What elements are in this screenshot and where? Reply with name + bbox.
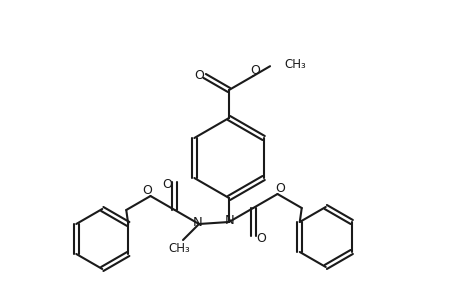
Text: O: O xyxy=(256,232,266,245)
Text: CH₃: CH₃ xyxy=(168,242,190,256)
Text: O: O xyxy=(142,184,153,197)
Text: O: O xyxy=(276,181,285,194)
Text: N: N xyxy=(225,214,235,228)
Text: CH₃: CH₃ xyxy=(284,58,306,71)
Text: O: O xyxy=(251,63,260,76)
Text: N: N xyxy=(193,217,203,229)
Text: O: O xyxy=(194,68,204,82)
Text: O: O xyxy=(162,177,172,191)
